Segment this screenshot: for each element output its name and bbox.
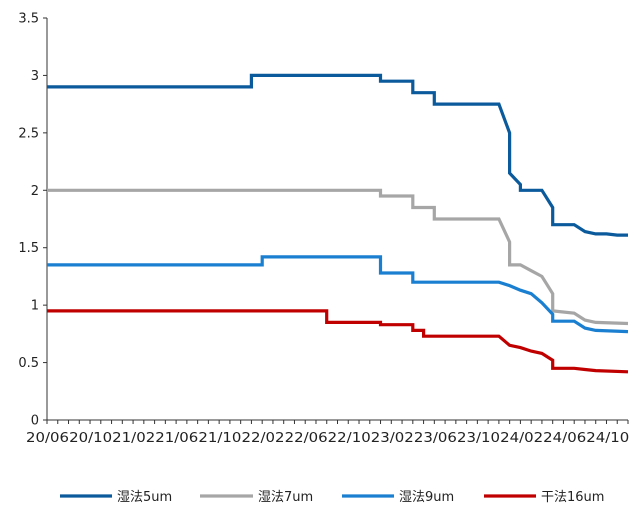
y-tick-label: 2.5 [18, 126, 39, 141]
legend-item-0: 湿法5um [60, 490, 172, 505]
y-tick-label: 3 [31, 69, 39, 84]
series-lines [47, 73, 629, 374]
x-tick-label: 22/02 [242, 431, 285, 446]
legend-item-1: 湿法7um [200, 490, 313, 505]
y-axis: 0 0.5 1 1.5 2 2.5 3 3.5 [18, 12, 48, 429]
legend-label: 干法16um [541, 490, 604, 505]
legend-label: 湿法7um [258, 490, 313, 505]
x-tick-label: 20/10 [69, 431, 112, 446]
x-tick-label: 23/10 [457, 431, 500, 446]
x-tick-label: 21/06 [155, 431, 198, 446]
x-axis: 20/06 20/10 21/02 21/06 21/10 22/02 22/06 22/10… [26, 419, 629, 446]
legend: 湿法5um 湿法7um 湿法9um 干法16um [60, 490, 604, 505]
x-tick-label: 21/02 [112, 431, 155, 446]
series-line-0 [47, 73, 628, 237]
x-tick-label: 21/10 [198, 431, 241, 446]
x-tick-label: 24/02 [500, 431, 543, 446]
x-tick-label: 22/10 [328, 431, 371, 446]
x-tick-label: 24/10 [586, 431, 629, 446]
legend-item-3: 干法16um [484, 490, 604, 505]
legend-item-2: 湿法9um [342, 490, 454, 505]
series-line-1 [47, 188, 629, 326]
y-tick-label: 0 [31, 414, 39, 429]
x-tick-label: 23/02 [371, 431, 414, 446]
x-tick-label: 20/06 [26, 431, 69, 446]
x-tick-label: 22/06 [285, 431, 328, 446]
y-tick-label: 0.5 [18, 356, 39, 371]
series-line-2 [47, 255, 629, 334]
legend-label: 湿法9um [399, 490, 454, 505]
legend-label: 湿法5um [117, 490, 172, 505]
y-tick-label: 1 [31, 299, 39, 314]
y-tick-label: 2 [31, 184, 39, 199]
x-tick-label: 24/06 [543, 431, 586, 446]
y-tick-label: 1.5 [18, 241, 39, 256]
x-tick-label: 23/06 [414, 431, 457, 446]
series-line-3 [47, 309, 629, 374]
y-tick-label: 3.5 [18, 12, 39, 27]
